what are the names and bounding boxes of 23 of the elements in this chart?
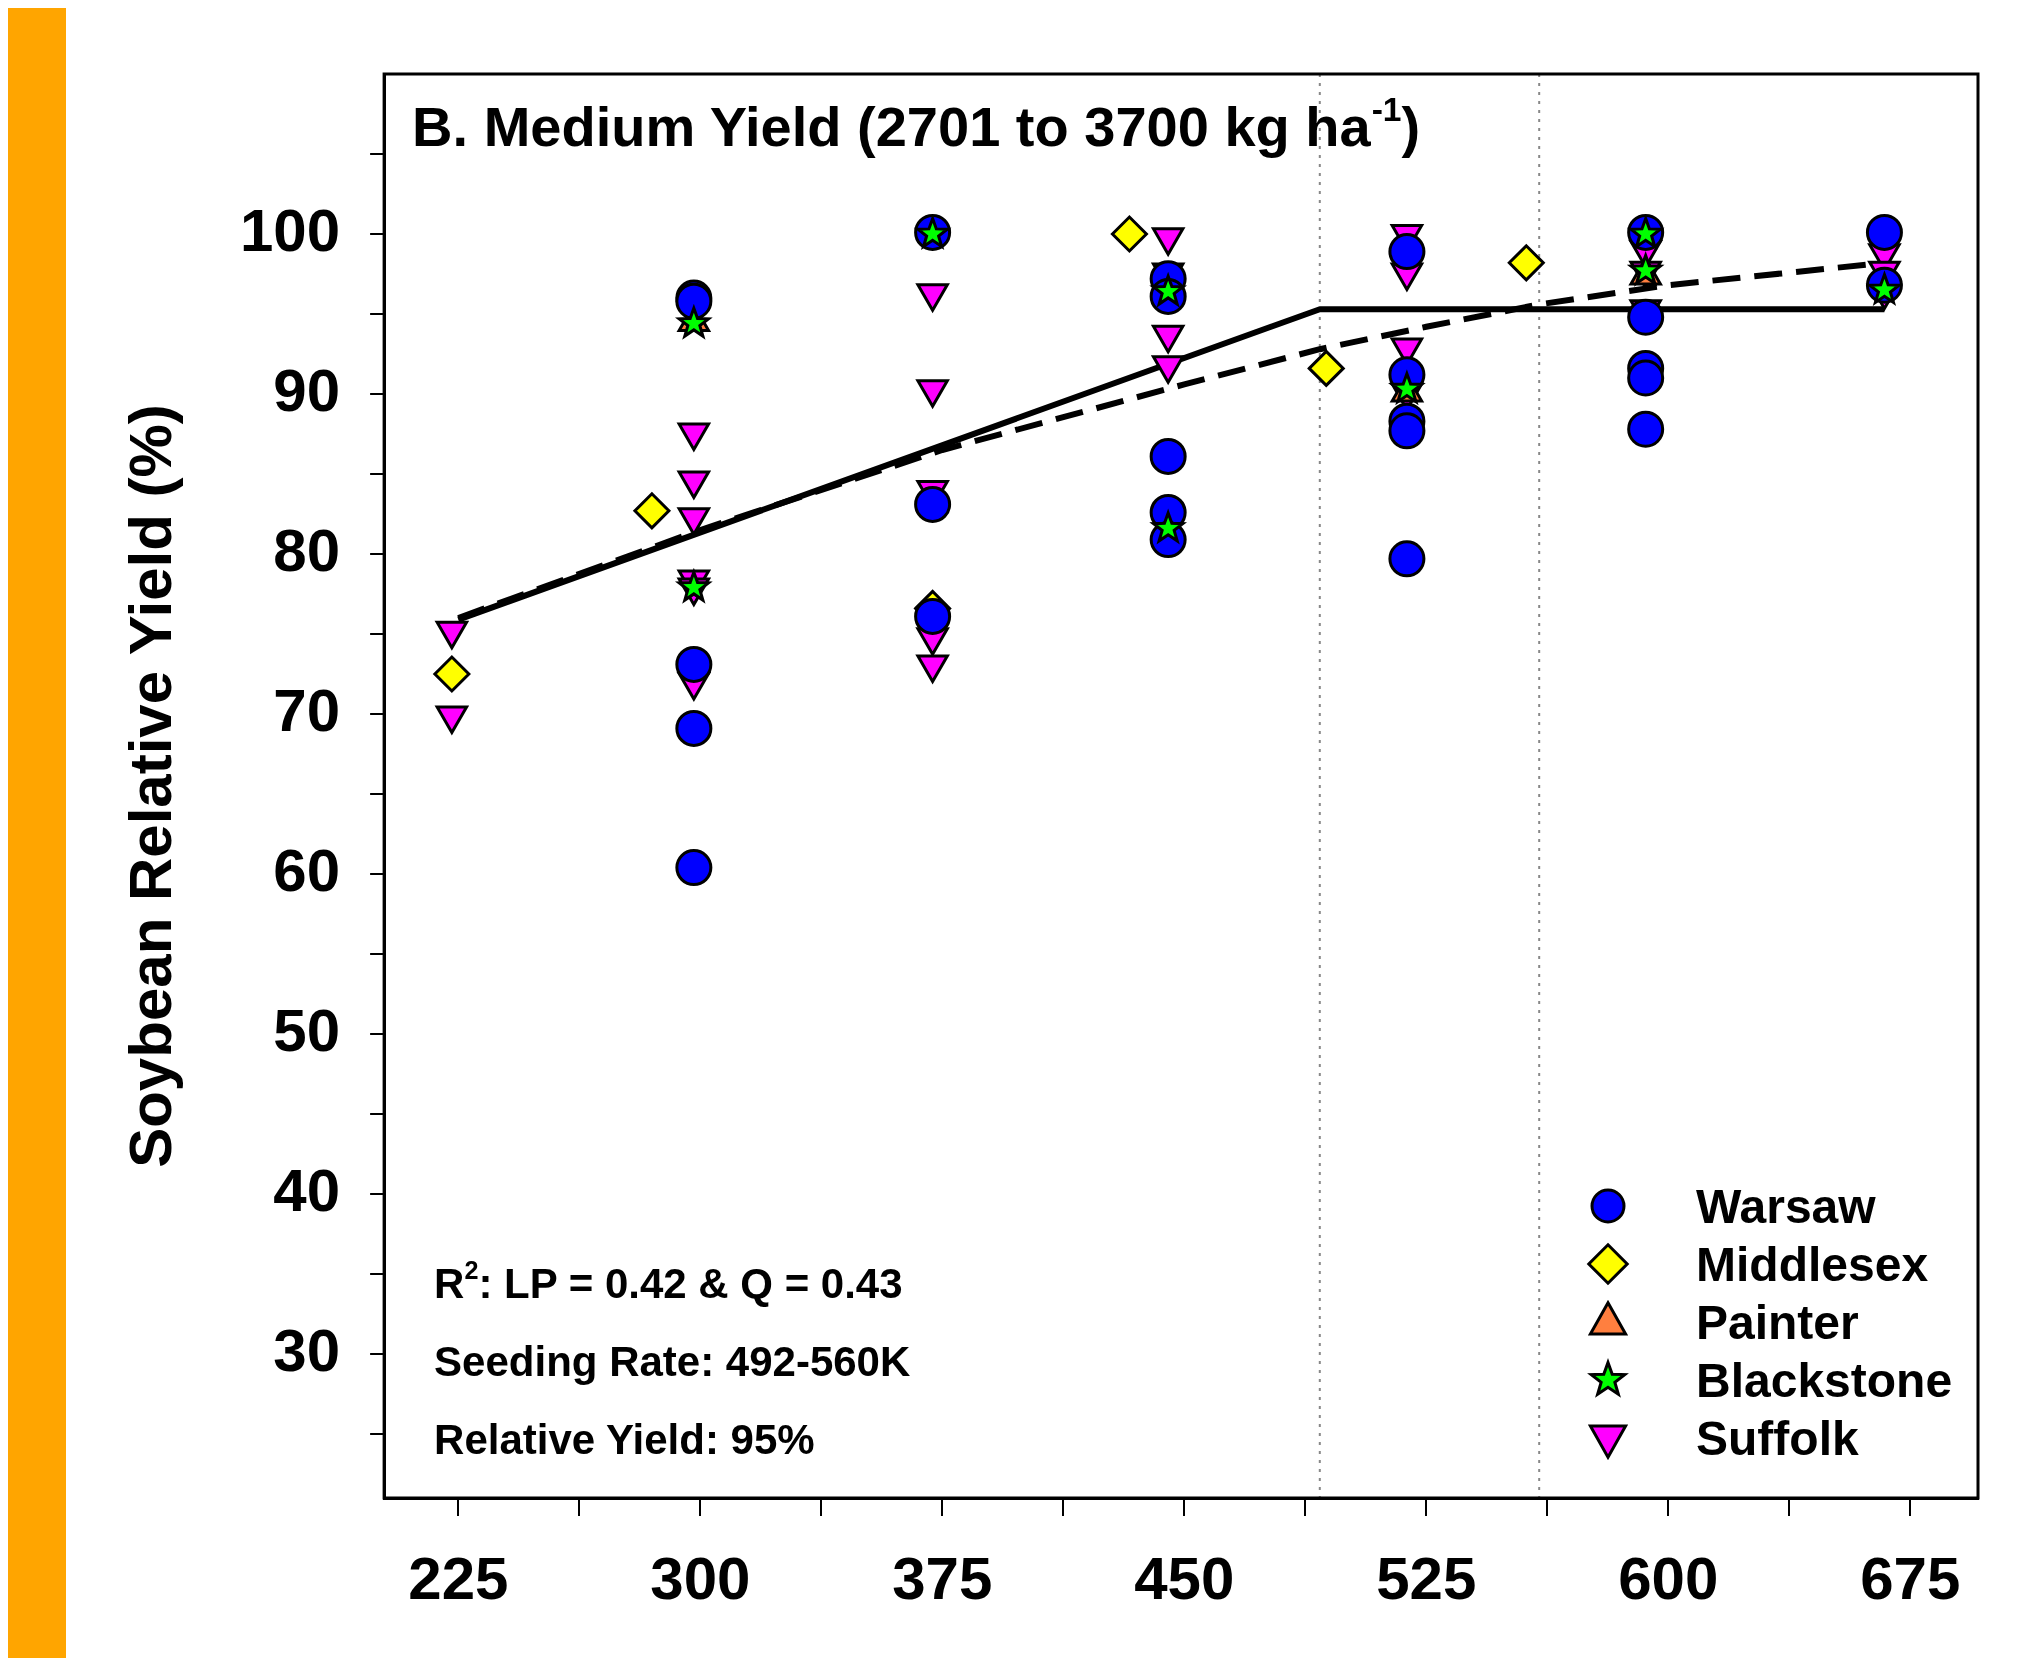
legend-label: Warsaw [1696,1180,1877,1234]
y-axis-title: Soybean Relative Yield (%) [116,404,184,1168]
x-tick-label: 300 [650,1544,751,1612]
y-tick-label: 90 [273,356,341,424]
y-tick-label: 80 [273,516,341,584]
annotation: Relative Yield: 95% [434,1416,815,1463]
x-tick-label: 600 [1618,1544,1719,1612]
legend-label: Suffolk [1696,1412,1859,1466]
y-tick-label: 60 [273,836,341,904]
y-tick-label: 100 [240,196,341,264]
x-tick-label: 525 [1376,1544,1477,1612]
x-tick-label: 450 [1134,1544,1235,1612]
y-tick-label: 50 [273,996,341,1064]
annotation: Seeding Rate: 492-560K [434,1338,911,1385]
x-tick-label: 675 [1860,1544,1961,1612]
x-tick-label: 225 [408,1544,509,1612]
y-tick-label: 30 [273,1316,341,1384]
y-tick-label: 70 [273,676,341,744]
y-tick-label: 40 [273,1156,341,1224]
legend-label: Blackstone [1696,1354,1953,1408]
legend-label: Painter [1696,1296,1859,1350]
x-tick-label: 375 [892,1544,993,1612]
legend-label: Middlesex [1696,1238,1929,1292]
